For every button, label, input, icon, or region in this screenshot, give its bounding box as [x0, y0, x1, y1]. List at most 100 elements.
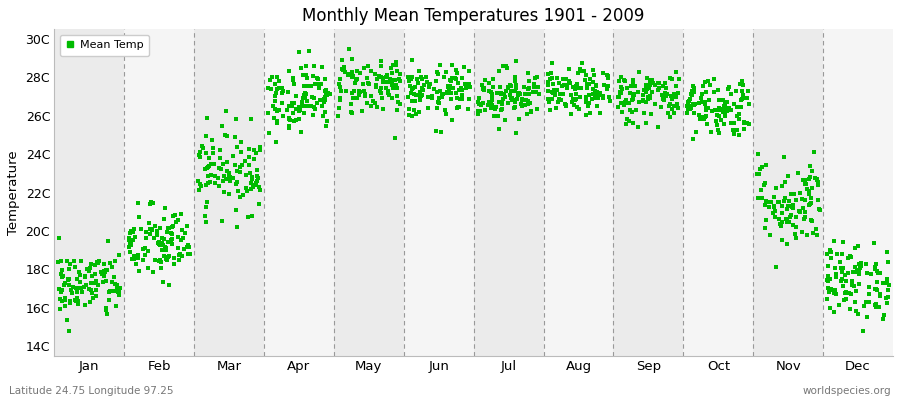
Point [508, 58, 523, 65]
Point [63, 298, 77, 304]
Point [300, 103, 314, 109]
Point [364, 92, 379, 99]
Point [212, 182, 227, 189]
Point [388, 62, 402, 68]
Point [374, 74, 388, 80]
Point [349, 76, 364, 82]
Point [872, 293, 886, 300]
Point [202, 155, 216, 161]
Point [285, 76, 300, 83]
Point [199, 133, 213, 139]
Point [632, 69, 646, 76]
Point [389, 59, 403, 65]
Point [626, 120, 641, 126]
Point [586, 79, 600, 85]
Point [873, 270, 887, 276]
Point [641, 96, 655, 102]
Point [476, 100, 491, 106]
Point [820, 296, 834, 302]
Point [212, 164, 227, 171]
Point [376, 79, 391, 86]
Point [603, 98, 617, 104]
Point [547, 91, 562, 97]
Point [586, 66, 600, 73]
Point [407, 90, 421, 97]
Point [636, 98, 651, 104]
Point [95, 271, 110, 277]
Point [518, 90, 533, 97]
Point [382, 75, 397, 82]
Point [349, 76, 364, 83]
Point [420, 94, 435, 100]
Point [252, 200, 266, 207]
Point [667, 109, 681, 116]
Point [85, 290, 99, 296]
Point [243, 170, 257, 177]
Point [600, 86, 615, 92]
Point [543, 76, 557, 82]
Point [221, 170, 236, 176]
Point [785, 203, 799, 210]
Point [155, 240, 169, 246]
Point [68, 297, 82, 303]
Point [515, 96, 529, 102]
Point [665, 94, 680, 100]
Point [494, 90, 508, 96]
Point [556, 76, 571, 82]
Bar [194, 29, 264, 356]
Point [230, 168, 244, 174]
Point [402, 112, 417, 118]
Point [245, 213, 259, 219]
Point [707, 107, 722, 113]
Point [860, 270, 874, 276]
Point [103, 288, 117, 294]
Point [767, 204, 781, 210]
Point [615, 108, 629, 115]
Point [768, 208, 782, 214]
Point [376, 106, 391, 112]
Point [693, 94, 707, 101]
Point [162, 225, 176, 231]
Point [485, 102, 500, 108]
Point [286, 118, 301, 124]
Point [762, 198, 777, 205]
Point [171, 257, 185, 264]
Point [614, 89, 628, 96]
Point [106, 274, 121, 281]
Point [361, 80, 375, 86]
Point [409, 92, 423, 98]
Point [712, 96, 726, 103]
Point [220, 167, 234, 174]
Bar [124, 29, 194, 356]
Point [666, 90, 680, 97]
Point [388, 76, 402, 83]
Point [176, 234, 190, 241]
Point [868, 302, 883, 308]
Point [670, 101, 684, 107]
Point [574, 60, 589, 66]
Point [648, 101, 662, 107]
Point [529, 88, 544, 95]
Point [166, 260, 181, 267]
Point [503, 83, 517, 89]
Point [764, 199, 778, 205]
Point [404, 90, 419, 96]
Legend: Mean Temp: Mean Temp [59, 35, 149, 56]
Point [484, 94, 499, 101]
Point [498, 117, 512, 124]
Point [797, 177, 812, 183]
Point [838, 289, 852, 296]
Point [385, 79, 400, 86]
Point [248, 150, 263, 156]
Point [820, 277, 834, 284]
Point [661, 110, 675, 116]
Point [143, 201, 157, 208]
Point [192, 187, 206, 194]
Point [167, 254, 182, 261]
Point [811, 178, 825, 185]
Point [795, 229, 809, 235]
Point [368, 71, 382, 77]
Point [828, 271, 842, 277]
Point [218, 132, 232, 138]
Point [249, 180, 264, 186]
